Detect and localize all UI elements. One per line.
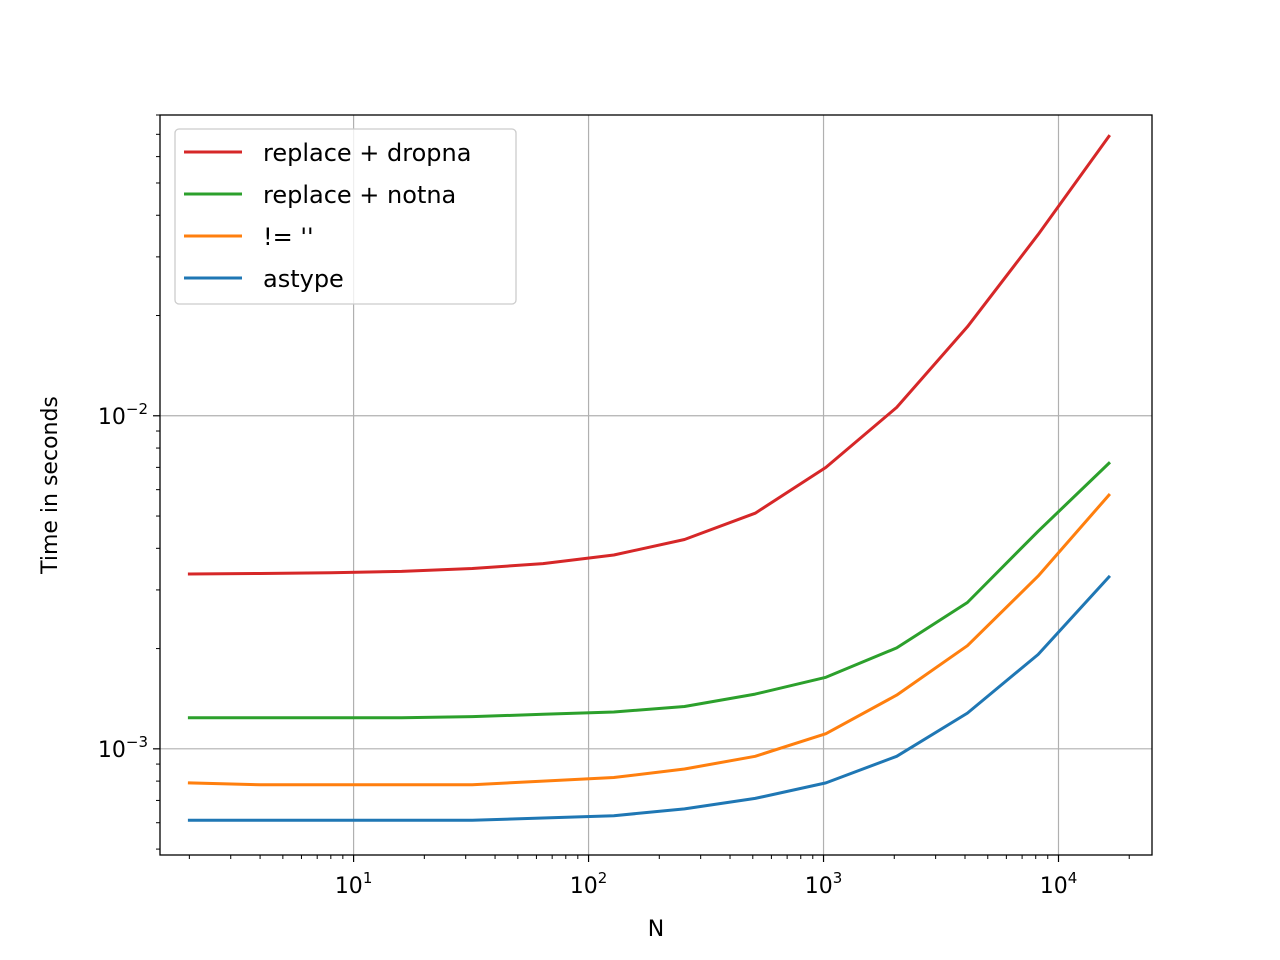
series-line-2 — [187, 492, 1112, 787]
legend-label: != '' — [263, 223, 314, 251]
x-tick-label: 102 — [570, 869, 608, 899]
series-line-0 — [187, 134, 1111, 576]
ticks: 101 102 103 104 10−3 10−2 — [98, 114, 1130, 899]
x-tick-label: 104 — [1040, 869, 1078, 899]
legend-box — [174, 128, 517, 305]
y-tick-label: 10−3 — [98, 733, 148, 763]
x-axis-label: N — [648, 917, 664, 942]
y-axis-label: Time in seconds — [38, 396, 63, 575]
x-tick-label: 101 — [335, 869, 373, 899]
plot-frame — [159, 114, 1153, 856]
series-line-1 — [187, 461, 1112, 720]
y-tick-label: 10−2 — [98, 400, 148, 430]
x-tick-label: 103 — [805, 869, 843, 899]
series-group — [187, 134, 1112, 822]
legend-label: astype — [263, 265, 344, 293]
legend-label: replace + notna — [263, 181, 456, 209]
series-line-3 — [187, 574, 1112, 822]
legend-label: replace + dropna — [263, 139, 471, 167]
legend: replace + dropna replace + notna != '' asty… — [174, 128, 517, 305]
